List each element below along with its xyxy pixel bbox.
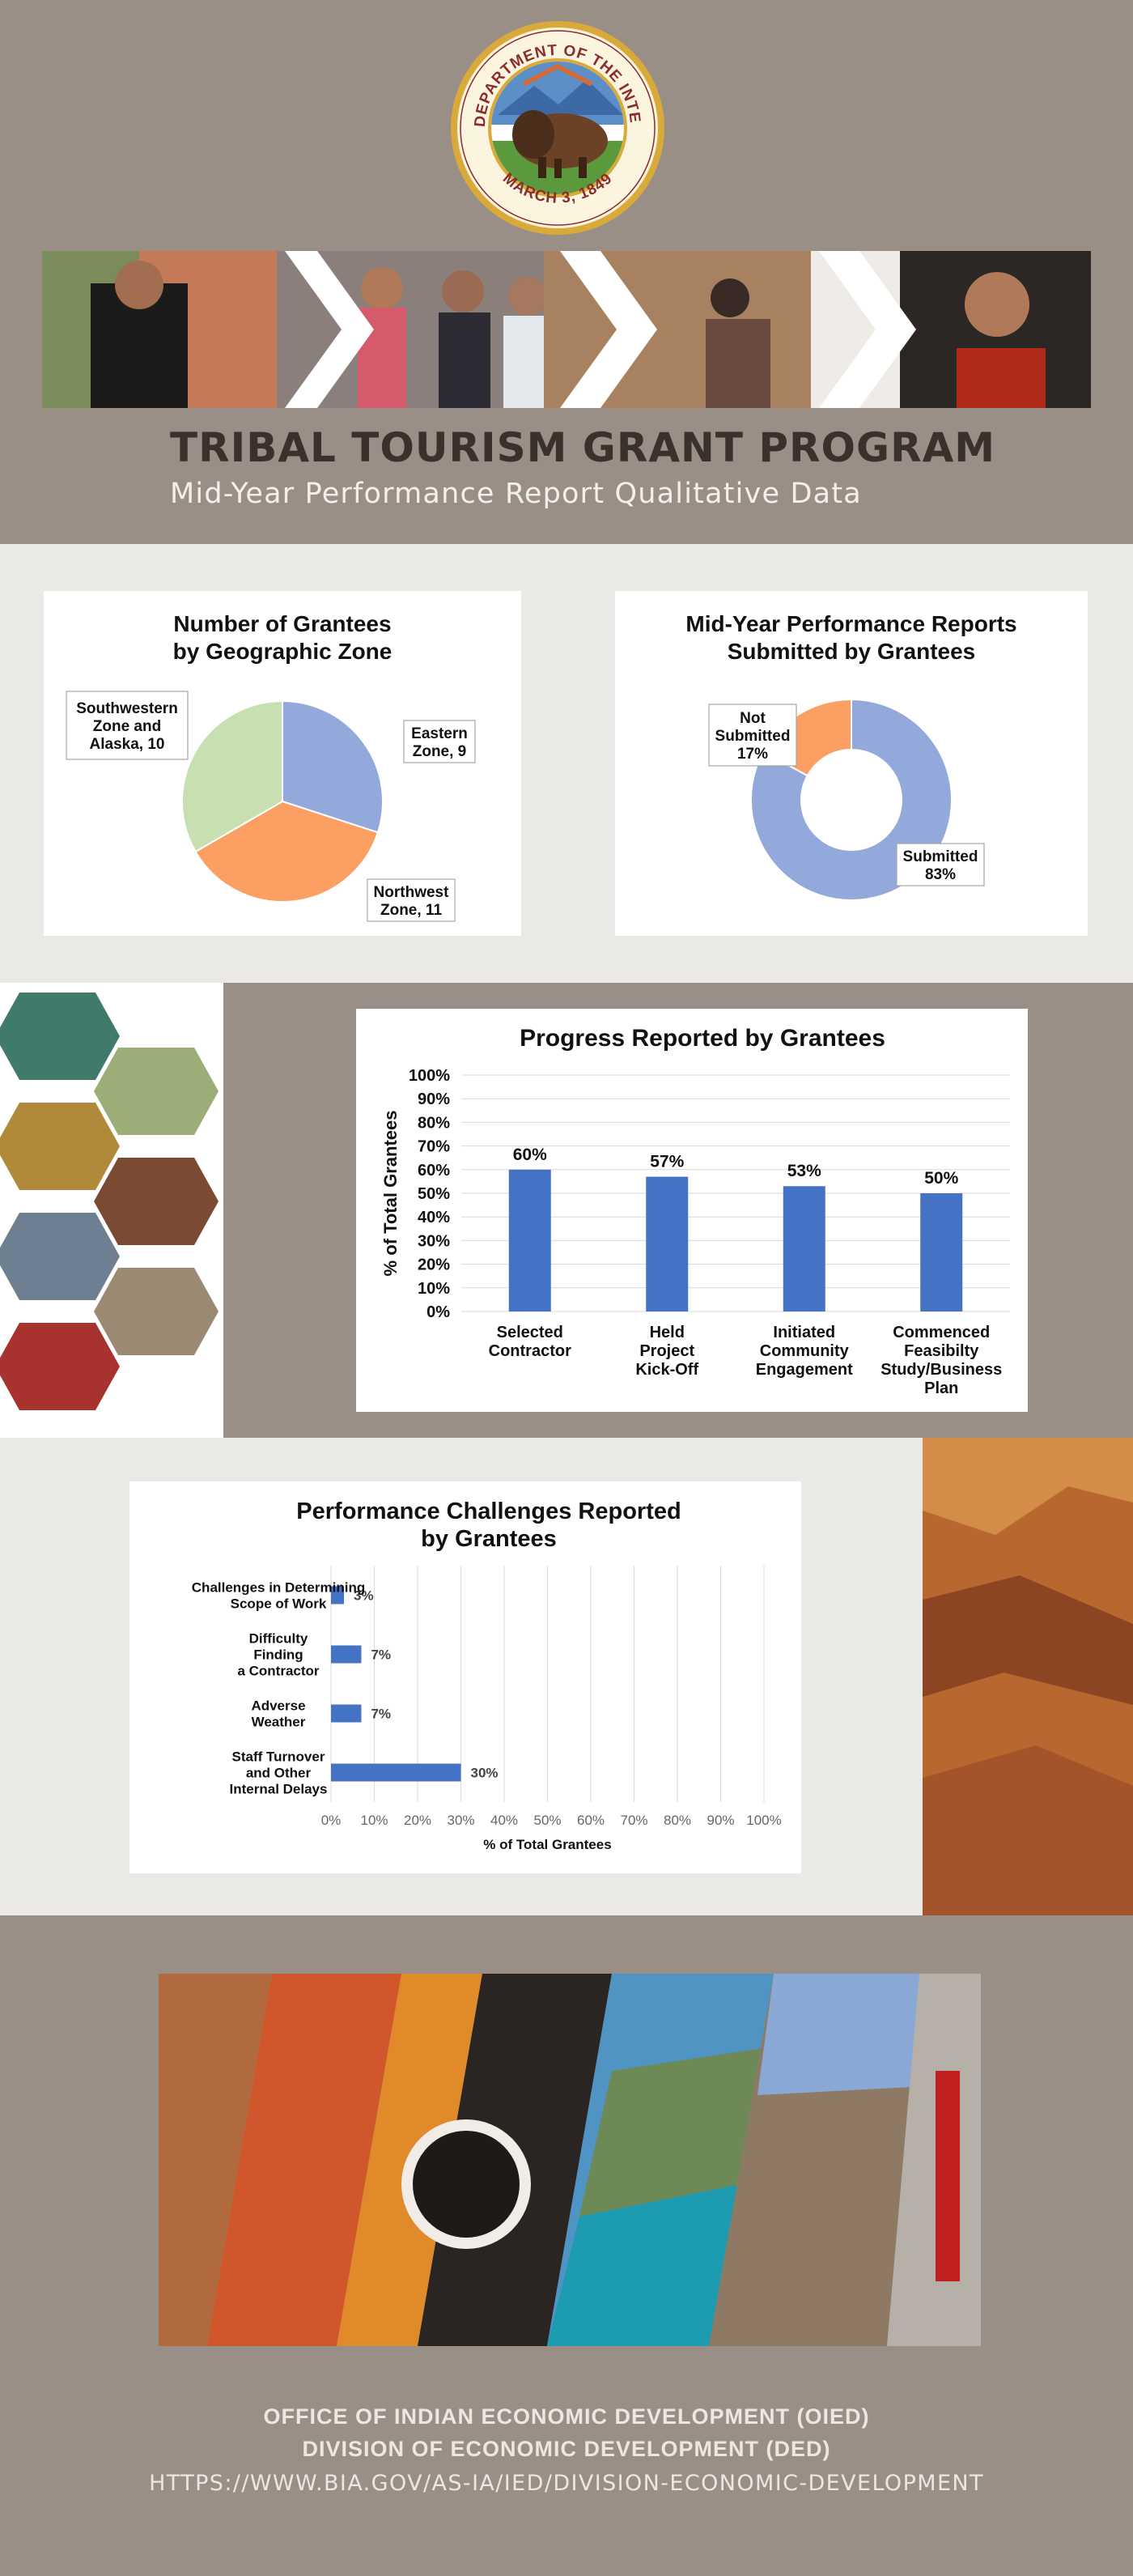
x-category-label: Commenced Feasibilty Study/Business Plan	[881, 1324, 1002, 1397]
x-tick-label: 60%	[577, 1813, 605, 1828]
y-category-label: Staff Turnover and Other Internal Delays	[230, 1749, 328, 1797]
challenges-bar-chart: Performance Challenges Reported by Grante…	[192, 1498, 782, 1852]
x-tick-label: 80%	[664, 1813, 691, 1828]
y-category-label: Challenges in Determining Scope of Work	[192, 1580, 365, 1612]
chart-title: Number of Grantees by Geographic Zone	[173, 611, 393, 664]
pie-slice-label: Eastern Zone, 9	[411, 725, 468, 760]
chart-title: Performance Challenges Reported by Grante…	[296, 1498, 681, 1552]
header-section: U.S. DEPARTMENT OF THE INTERIOR MARCH 3,…	[0, 0, 1133, 544]
challenges-chart-card: Performance Challenges Reported by Grante…	[129, 1481, 801, 1873]
y-tick-label: 10%	[418, 1280, 450, 1298]
photo-banner	[42, 251, 1091, 408]
x-tick-label: 20%	[404, 1813, 431, 1828]
bar	[331, 1704, 362, 1723]
bar	[331, 1586, 345, 1605]
weaving-hexagon	[94, 1158, 219, 1245]
totem-hexagon	[0, 993, 120, 1080]
y-tick-label: 30%	[418, 1232, 450, 1250]
pie-slice-label: Northwest Zone, 11	[374, 884, 450, 919]
pie-slice-label-box	[66, 691, 189, 760]
woman-hexagon	[0, 1213, 120, 1300]
footer-office-name: OFFICE OF INDIAN ECONOMIC DEVELOPMENT (O…	[263, 2404, 870, 2429]
pie-slice	[194, 800, 380, 903]
bar	[646, 1176, 689, 1311]
x-tick-label: 0%	[321, 1813, 342, 1828]
interior-seal-logo: U.S. DEPARTMENT OF THE INTERIOR MARCH 3,…	[449, 19, 664, 235]
footer-division-name: DIVISION OF ECONOMIC DEVELOPMENT (DED)	[302, 2437, 831, 2461]
donut-slice-label-box	[896, 843, 985, 886]
bar-data-label: 60%	[513, 1146, 547, 1164]
y-category-label: Adverse Weather	[251, 1698, 305, 1730]
pie-slice-label-box	[367, 878, 456, 922]
y-tick-label: 90%	[418, 1090, 450, 1108]
footer-photo-collage	[159, 1974, 981, 2346]
y-tick-label: 80%	[418, 1114, 450, 1132]
reports-submitted-donut-chart: Mid-Year Performance Reports Submitted by…	[685, 611, 1017, 901]
x-category-label: Held Project Kick-Off	[635, 1324, 698, 1379]
x-tick-label: 100%	[746, 1813, 781, 1828]
donut-slice-label: Submitted 83%	[903, 848, 978, 883]
chart-title: Mid-Year Performance Reports Submitted by…	[685, 611, 1016, 664]
y-tick-label: 70%	[418, 1138, 450, 1156]
x-category-label: Initiated Community Engagement	[756, 1324, 853, 1379]
bar-data-label: 50%	[924, 1169, 958, 1188]
bar	[331, 1763, 461, 1782]
bar	[331, 1645, 362, 1664]
y-tick-label: 40%	[418, 1209, 450, 1226]
y-tick-label: 60%	[418, 1162, 450, 1180]
x-tick-label: 40%	[490, 1813, 518, 1828]
bar	[920, 1193, 963, 1311]
bar	[783, 1186, 825, 1311]
child-hexagon	[94, 1048, 219, 1135]
canyon-photo	[923, 1438, 1133, 1915]
x-tick-label: 10%	[360, 1813, 388, 1828]
y-tick-label: 0%	[426, 1303, 450, 1321]
y-category-label: Difficulty Finding a Contractor	[237, 1631, 319, 1679]
bar-data-label: 7%	[371, 1647, 391, 1663]
pie-chart-card: Number of Grantees by Geographic Zone East…	[44, 591, 521, 936]
x-tick-label: 70%	[620, 1813, 647, 1828]
dancer-hexagon	[0, 1323, 120, 1410]
donut-slice-label-box	[708, 704, 797, 767]
bar-data-label: 57%	[650, 1153, 684, 1171]
progress-chart-card: Progress Reported by Grantees 0% 10% 20% 30%…	[356, 1009, 1028, 1412]
pie-slice	[282, 699, 384, 834]
hexagon-photo-collage	[0, 983, 223, 1438]
footer-website-link[interactable]: HTTPS://WWW.BIA.GOV/AS-IA/IED/DIVISION-E…	[149, 2471, 984, 2496]
donut-chart-card: Mid-Year Performance Reports Submitted by…	[615, 591, 1088, 936]
x-category-label: Selected Contractor	[489, 1324, 571, 1360]
shell-hexagon	[0, 1103, 120, 1190]
bar-data-label: 3%	[354, 1588, 374, 1604]
page-subtitle: Mid-Year Performance Report Qualitative …	[170, 478, 862, 510]
x-tick-label: 30%	[447, 1813, 474, 1828]
y-tick-label: 20%	[418, 1256, 450, 1274]
geographic-zone-pie-chart: Number of Grantees by Geographic Zone East…	[66, 611, 476, 922]
x-axis-label: % of Total Grantees	[483, 1837, 611, 1852]
pie-slice	[181, 699, 283, 853]
y-tick-label: 50%	[418, 1185, 450, 1203]
bar	[508, 1169, 551, 1311]
bar-data-label: 30%	[471, 1766, 499, 1781]
pie-slice-label-box	[403, 720, 476, 763]
bar-data-label: 53%	[787, 1162, 821, 1180]
moccasin-hexagon	[94, 1268, 219, 1355]
donut-slice-label: Not Submitted 17%	[715, 710, 791, 763]
y-tick-label: 100%	[409, 1067, 450, 1085]
chart-title: Progress Reported by Grantees	[520, 1025, 885, 1052]
y-axis-label: % of Total Grantees	[380, 1111, 401, 1277]
bar-data-label: 7%	[371, 1707, 391, 1722]
x-tick-label: 90%	[707, 1813, 734, 1828]
pie-slice-label: Southwestern Zone and Alaska, 10	[76, 700, 178, 753]
page-title: TRIBAL TOURISM GRANT PROGRAM	[170, 424, 996, 471]
x-tick-label: 50%	[533, 1813, 561, 1828]
progress-bar-chart: Progress Reported by Grantees 0% 10% 20% 30%…	[380, 1025, 1010, 1397]
